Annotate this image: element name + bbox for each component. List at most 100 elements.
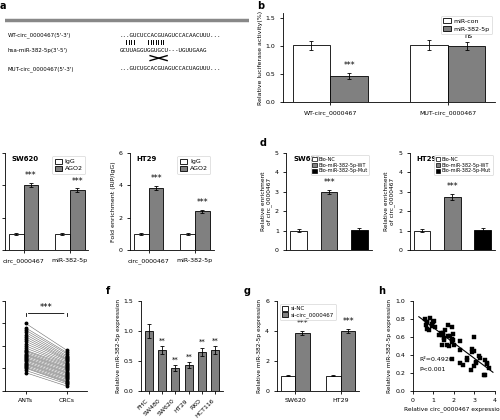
Text: ***: *** bbox=[323, 178, 335, 187]
Y-axis label: Relative enrichment
of circ_0000467: Relative enrichment of circ_0000467 bbox=[260, 172, 272, 231]
Bar bbox=[448, 46, 486, 102]
Point bbox=[481, 371, 489, 378]
Point bbox=[422, 316, 430, 323]
Point bbox=[436, 329, 444, 336]
Bar bbox=[212, 350, 220, 391]
Point bbox=[446, 333, 454, 340]
Text: **: ** bbox=[158, 337, 166, 344]
Text: f: f bbox=[106, 286, 110, 297]
Bar bbox=[195, 211, 210, 250]
Point bbox=[422, 322, 430, 329]
Bar bbox=[326, 375, 341, 391]
Point bbox=[438, 332, 446, 339]
Text: HT29: HT29 bbox=[137, 156, 157, 162]
Text: ***: *** bbox=[446, 183, 458, 192]
Bar bbox=[320, 192, 338, 250]
Text: ***: *** bbox=[196, 198, 208, 207]
Text: ***: *** bbox=[343, 61, 355, 70]
Y-axis label: Relative miR-382-5p expression: Relative miR-382-5p expression bbox=[388, 299, 392, 393]
Point bbox=[448, 323, 456, 330]
Point bbox=[449, 330, 457, 337]
Point bbox=[425, 326, 433, 333]
Y-axis label: Relative enrichment
of circ_0000467: Relative enrichment of circ_0000467 bbox=[384, 172, 396, 231]
Point bbox=[475, 353, 483, 360]
Point bbox=[448, 355, 456, 362]
Point bbox=[486, 364, 494, 371]
Bar bbox=[444, 197, 461, 250]
Bar bbox=[24, 185, 38, 250]
Point bbox=[436, 331, 444, 338]
Legend: miR-con, miR-382-5p: miR-con, miR-382-5p bbox=[441, 16, 492, 34]
Point bbox=[441, 327, 449, 333]
Y-axis label: Fold enrichment (RIP/IgG): Fold enrichment (RIP/IgG) bbox=[110, 161, 116, 242]
Legend: IgG, AGO2: IgG, AGO2 bbox=[52, 156, 86, 174]
Bar bbox=[180, 234, 195, 250]
Point bbox=[428, 320, 436, 327]
Text: R²=0.4920: R²=0.4920 bbox=[419, 357, 453, 362]
Point bbox=[456, 337, 464, 344]
Text: SW620: SW620 bbox=[12, 156, 39, 162]
Bar bbox=[410, 45, 448, 102]
Text: b: b bbox=[258, 1, 264, 11]
Point bbox=[470, 333, 478, 340]
Y-axis label: Relative luciferase activity(%): Relative luciferase activity(%) bbox=[258, 10, 263, 105]
Point bbox=[480, 372, 488, 378]
Legend: IgG, AGO2: IgG, AGO2 bbox=[178, 156, 210, 174]
Bar bbox=[134, 234, 148, 250]
Text: d: d bbox=[260, 138, 266, 148]
Point bbox=[443, 341, 451, 348]
Point bbox=[472, 358, 480, 365]
Legend: Bio-NC, Bio-miR-382-5p-WT, Bio-miR-382-5p-Mut: Bio-NC, Bio-miR-382-5p-WT, Bio-miR-382-5… bbox=[434, 155, 492, 175]
Text: g: g bbox=[244, 286, 251, 297]
Point bbox=[468, 345, 475, 352]
Text: hsa-miR-382-5p(3'-5'): hsa-miR-382-5p(3'-5') bbox=[8, 48, 68, 53]
Bar bbox=[70, 190, 84, 250]
Point bbox=[484, 360, 492, 367]
Text: WT-circ_0000467(5'-3'): WT-circ_0000467(5'-3') bbox=[8, 32, 71, 38]
Text: ***: *** bbox=[150, 174, 162, 184]
Text: ***: *** bbox=[40, 303, 52, 312]
Text: P<0.001: P<0.001 bbox=[419, 367, 446, 372]
Point bbox=[444, 321, 452, 328]
Text: ***: *** bbox=[72, 177, 83, 186]
Point bbox=[456, 347, 464, 354]
Text: GCUUAGGUGGUGCU---UGUUGAAG: GCUUAGGUGGUGCU---UGUUGAAG bbox=[120, 48, 207, 53]
Point bbox=[462, 357, 470, 364]
Point bbox=[444, 333, 452, 339]
Bar bbox=[172, 368, 179, 391]
Point bbox=[472, 360, 480, 367]
Bar bbox=[341, 331, 355, 391]
Text: **: ** bbox=[212, 337, 219, 344]
Point bbox=[467, 367, 475, 373]
Point bbox=[450, 341, 458, 348]
Point bbox=[431, 324, 439, 331]
Point bbox=[462, 354, 470, 361]
X-axis label: Relative circ_0000467 expression: Relative circ_0000467 expression bbox=[404, 406, 500, 412]
Bar bbox=[330, 76, 368, 102]
Point bbox=[456, 359, 464, 366]
Bar bbox=[290, 231, 307, 250]
Point bbox=[430, 319, 438, 326]
Bar bbox=[351, 230, 368, 250]
Bar bbox=[295, 333, 310, 391]
Bar bbox=[158, 350, 166, 391]
Point bbox=[470, 347, 478, 354]
Bar bbox=[9, 234, 24, 250]
Bar bbox=[184, 365, 193, 391]
Text: ***: *** bbox=[25, 171, 37, 180]
Point bbox=[426, 315, 434, 322]
Bar bbox=[292, 45, 330, 102]
Text: **: ** bbox=[172, 357, 178, 362]
Point bbox=[424, 319, 432, 326]
Point bbox=[430, 318, 438, 325]
Bar bbox=[474, 230, 491, 250]
Y-axis label: Relative miR-382-5p expression: Relative miR-382-5p expression bbox=[258, 299, 262, 393]
Bar bbox=[55, 234, 70, 250]
Text: ***: *** bbox=[342, 317, 354, 326]
Text: MUT-circ_0000467(5'-3'): MUT-circ_0000467(5'-3') bbox=[8, 66, 74, 71]
Point bbox=[440, 336, 448, 343]
Point bbox=[448, 336, 456, 342]
Y-axis label: Relative miR-382-5p expression: Relative miR-382-5p expression bbox=[116, 299, 120, 393]
Text: ...GUCUCCACGUAGUCCACAACUUU...: ...GUCUCCACGUAGUCCACAACUUU... bbox=[120, 32, 221, 37]
Point bbox=[482, 357, 490, 363]
